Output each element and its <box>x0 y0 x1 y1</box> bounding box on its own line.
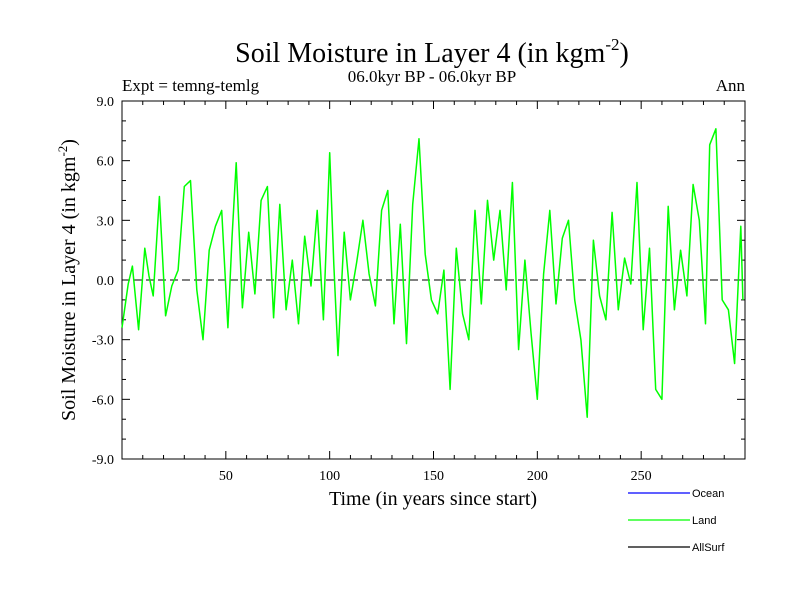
y-tick-label: 3.0 <box>97 214 115 229</box>
y-axis-ticks: -9.0 -6.0 -3.0 0.0 3.0 6.0 9.0 <box>92 95 745 468</box>
x-axis-label: Time (in years since start) <box>329 488 537 510</box>
series-line-land <box>121 128 744 418</box>
series-layer <box>121 128 744 418</box>
y-tick-label: -9.0 <box>92 453 114 468</box>
x-tick-label: 200 <box>527 469 548 484</box>
x-tick-label: 50 <box>219 469 233 484</box>
y-tick-label: -3.0 <box>92 334 114 349</box>
x-tick-label: 150 <box>423 469 444 484</box>
experiment-label: Expt = temng-temlg <box>122 76 260 95</box>
legend-label-ocean: Ocean <box>692 488 724 500</box>
x-tick-label: 250 <box>631 469 652 484</box>
legend: Ocean Land AllSurf <box>628 488 725 554</box>
legend-label-allsurf: AllSurf <box>692 542 725 554</box>
x-tick-label: 100 <box>319 469 340 484</box>
legend-label-land: Land <box>692 515 716 527</box>
y-tick-label: 9.0 <box>97 95 115 110</box>
y-tick-label: -6.0 <box>92 393 114 408</box>
y-axis-label: Soil Moisture in Layer 4 (in kgm-2) <box>55 139 80 421</box>
chart-title: Soil Moisture in Layer 4 (in kgm-2) <box>235 35 629 69</box>
y-tick-label: 6.0 <box>97 155 115 170</box>
y-tick-label: 0.0 <box>97 274 115 289</box>
chart-subtitle: 06.0kyr BP - 06.0kyr BP <box>348 67 516 86</box>
season-label: Ann <box>716 76 746 95</box>
x-axis-ticks: 50 100 150 200 250 <box>142 101 725 484</box>
